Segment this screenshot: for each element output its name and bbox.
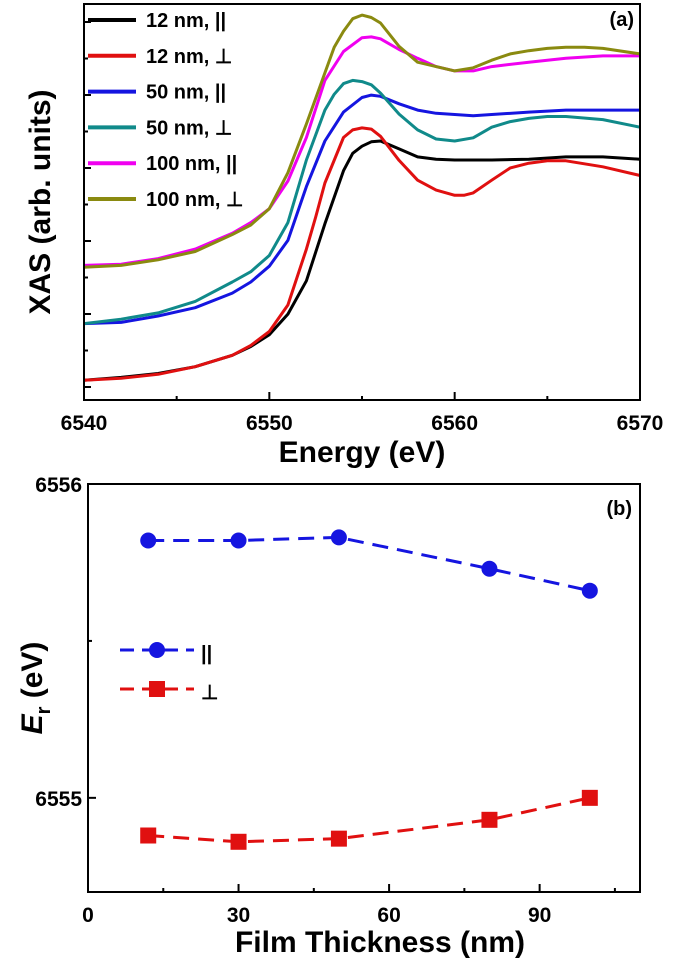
energy-series-line-0: [148, 535, 591, 593]
energy-legend: || ⊥: [120, 642, 218, 704]
energy-marker-circle: [581, 582, 598, 599]
energy-y-axis-subscript: r: [33, 706, 55, 714]
energy-y-tick-label: 6555: [35, 788, 82, 811]
xas-curve-3: [83, 78, 641, 326]
energy-legend-label: ⊥: [201, 682, 218, 704]
energy-y-axis-label: Er (eV): [16, 642, 55, 735]
xas-legend-label: 50 nm, ||: [146, 82, 226, 104]
energy-plot-frame: [87, 483, 641, 893]
xas-curve-2: [83, 93, 640, 326]
energy-y-tick-label: 6556: [35, 474, 82, 497]
energy-y-axis-symbol: E: [16, 713, 49, 734]
energy-x-axis-label: Film Thickness (nm): [235, 926, 525, 959]
xas-axis-ticks: 6540 6550 6560 6570: [61, 21, 664, 435]
xas-panel-label: (a): [610, 9, 634, 31]
energy-x-tick-label: 60: [377, 904, 400, 927]
energy-panel-label: (b): [606, 498, 632, 520]
energy-panel: 0 30 60 90 6555 6556 || ⊥ (b) Film Thickness (…: [16, 474, 641, 959]
xas-legend-label: 50 nm, ⊥: [146, 117, 232, 139]
energy-marker-square: [330, 830, 347, 847]
energy-y-axis-unit: (eV): [16, 642, 49, 707]
xas-curve-0: [83, 139, 641, 382]
xas-curve-4: [83, 35, 640, 267]
energy-legend-marker: [149, 681, 165, 697]
xas-legend-label: 12 nm, ||: [146, 10, 226, 32]
energy-series-line-1: [148, 796, 591, 844]
xas-x-tick-label: 6560: [431, 412, 478, 435]
energy-legend-marker: [149, 642, 165, 658]
xas-curves: [83, 13, 641, 382]
xas-x-axis-label: Energy (eV): [279, 436, 446, 469]
energy-marker-circle: [481, 560, 498, 577]
energy-axis-ticks: 0 30 60 90 6555 6556: [35, 474, 616, 927]
xas-x-tick-label: 6550: [246, 412, 293, 435]
xas-panel: 6540 6550 6560 6570 12 nm, || 12 nm, ⊥ 50 nm,…: [24, 3, 664, 469]
energy-x-tick-label: 0: [82, 904, 94, 927]
energy-legend-label: ||: [201, 643, 212, 665]
energy-marker-circle: [330, 529, 347, 546]
xas-x-tick-label: 6570: [617, 412, 664, 435]
energy-x-tick-label: 90: [528, 904, 551, 927]
energy-marker-square: [230, 833, 247, 850]
xas-legend-label: 100 nm, ||: [146, 153, 237, 175]
xas-y-axis-label: XAS (arb. units): [24, 89, 57, 314]
xas-legend-label: 100 nm, ⊥: [146, 189, 243, 211]
xas-curve-1: [83, 126, 641, 382]
energy-series: [140, 529, 598, 850]
energy-marker-square: [481, 811, 498, 828]
energy-marker-circle: [140, 532, 157, 549]
xas-curve-5: [83, 13, 641, 269]
energy-marker-square: [140, 827, 157, 844]
xas-legend: 12 nm, || 12 nm, ⊥ 50 nm, || 50 nm, ⊥ 100 nm…: [88, 10, 243, 211]
energy-marker-square: [581, 789, 598, 806]
energy-x-tick-label: 30: [227, 904, 250, 927]
xas-legend-label: 12 nm, ⊥: [146, 46, 232, 68]
xas-x-tick-label: 6540: [61, 412, 108, 435]
energy-marker-circle: [230, 532, 247, 549]
